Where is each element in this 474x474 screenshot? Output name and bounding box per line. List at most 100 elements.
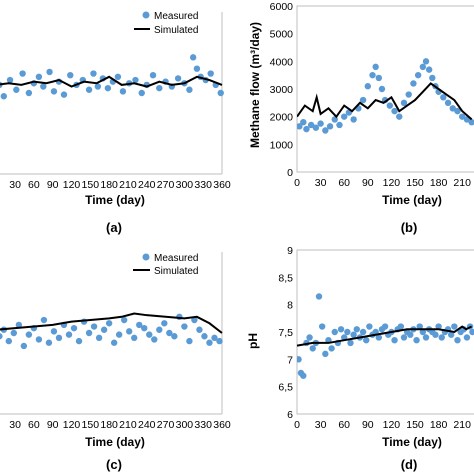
- panel-a-measured-point: [35, 73, 43, 81]
- panel-b-y-tick-label: 1000: [270, 139, 294, 151]
- panel-c-legend-measured-label: Measured: [154, 253, 198, 264]
- panel-d-plot-frame: [296, 249, 474, 415]
- panel-b-y-tick-label: 3000: [270, 84, 294, 96]
- panel-b-measured-point: [322, 127, 329, 134]
- panel-d-y-tick-label: 7,5: [278, 327, 293, 339]
- panel-a: Time (day) (a) Measured Simulated 030609…: [0, 11, 231, 235]
- panel-c-measured-point: [201, 333, 208, 340]
- panel-a-x-tick-label: 60: [28, 179, 40, 191]
- panel-b-measured-point: [391, 107, 398, 115]
- panel-a-xlabel: Time (day): [85, 193, 145, 207]
- panel-b-measured-point: [396, 113, 403, 120]
- panel-c-x-tick-label: 60: [28, 419, 40, 431]
- panel-b-measured-point: [312, 124, 320, 131]
- panel-c-x-tick-label: 360: [213, 419, 231, 431]
- panel-d: pH Time (day) (d) 0 30 60 90 120 150 180 210 6 6,…: [246, 245, 474, 472]
- panel-b-measured-point: [386, 102, 394, 109]
- panel-a-legend-simulated-label: Simulated: [154, 25, 198, 36]
- panel-b-measured-point: [419, 63, 427, 71]
- panel-b-x-tick-label: 0: [294, 177, 300, 189]
- panel-b-x-tick-label: 90: [362, 177, 374, 189]
- panel-b-measured-point: [372, 63, 379, 71]
- panel-b-measured-point: [405, 91, 412, 98]
- panel-b-simulated-line: [297, 82, 473, 121]
- panel-a-measured-point: [19, 70, 26, 77]
- panel-a-x-tick-label: 300: [176, 179, 194, 191]
- panel-c-measured-point: [115, 331, 123, 338]
- panel-a-measured-point: [40, 83, 47, 90]
- panel-a-measured-point: [149, 71, 157, 79]
- panel-b-measured-point: [300, 119, 307, 126]
- panel-a-measured-point: [46, 68, 53, 76]
- panel-d-x-tick-label: 120: [383, 419, 401, 431]
- panel-d-measured-point: [375, 334, 383, 341]
- panel-c-measured-point: [161, 320, 168, 327]
- panel-b-measured-point: [422, 58, 430, 65]
- panel-d-xlabel: Time (day): [382, 435, 442, 449]
- panel-d-x-tick-label: 210: [453, 419, 471, 431]
- panel-c-simulated-line: [0, 312, 223, 334]
- panel-a-measured-point: [6, 76, 14, 84]
- panel-c-measured-point: [126, 328, 133, 335]
- panel-c-measured-point: [25, 331, 33, 338]
- panel-d-measured-point: [300, 372, 307, 379]
- panel-b-measured-point: [350, 116, 357, 123]
- panel-c-measured-point: [5, 337, 13, 345]
- panel-a-measured-point: [0, 93, 7, 100]
- panel-d-measured-point: [297, 356, 302, 363]
- panel-c-measured-point: [15, 321, 23, 329]
- panel-d-measured-point: [451, 323, 458, 330]
- panel-c-measured-point: [151, 336, 158, 343]
- panel-d-y-tick-label: 8,5: [278, 272, 293, 284]
- panel-d-simulated-line: [297, 325, 473, 347]
- panel-d-measured-point: [447, 331, 455, 338]
- panel-c-measured-point: [166, 329, 173, 337]
- panel-c-x-tick-label: 300: [176, 419, 194, 431]
- panel-d-x-tick-label: 90: [362, 419, 374, 431]
- panel-d-measured-point: [438, 334, 445, 341]
- panel-b-y-tick-label: 5000: [270, 29, 294, 41]
- panel-d-ylabel: pH: [246, 333, 260, 349]
- panel-d-measured-point: [391, 337, 398, 344]
- panel-a-measured-point: [94, 83, 102, 90]
- panel-d-measured-point: [413, 337, 420, 344]
- panel-c-measured-point: [171, 333, 178, 340]
- panel-d-measured-point: [322, 350, 329, 358]
- panel-b-x-tick-label: 60: [338, 177, 350, 189]
- panel-a-measured-point: [174, 75, 182, 82]
- panel-d-x-tick-label: 150: [406, 419, 424, 431]
- panel-c-measured-point: [20, 342, 28, 350]
- panel-b-measured-point: [359, 96, 367, 104]
- panel-d-label: (d): [401, 457, 418, 472]
- panel-b-plot-frame: [296, 5, 474, 173]
- panel-b-x-tick-label: 120: [383, 177, 401, 189]
- panel-b-measured-point: [468, 119, 474, 126]
- panel-d-measured-point: [454, 337, 461, 344]
- panel-b-x-tick-label: 210: [453, 177, 471, 189]
- panel-b-measured-point: [440, 94, 447, 101]
- panel-d-measured-point: [315, 293, 323, 300]
- panel-c-measured-point: [10, 329, 18, 337]
- panel-a-x-tick-label: 240: [138, 179, 156, 191]
- panel-c-measured-point: [40, 316, 48, 324]
- panel-c-x-tick-label: 270: [157, 419, 175, 431]
- panel-d-measured-point: [366, 323, 373, 330]
- panel-c-measured-point: [100, 326, 108, 333]
- panel-d-y-tick-label: 6,5: [278, 382, 293, 394]
- panel-c-x-tick-label: 330: [194, 419, 212, 431]
- panel-c-legend: Measured Simulated: [133, 253, 198, 277]
- panel-d-x-tick-label: 180: [430, 419, 448, 431]
- panel-a-measured-point: [90, 70, 97, 77]
- panel-d-measured-point: [407, 331, 414, 338]
- panel-c-measured-point: [146, 331, 153, 338]
- panel-d-measured-point: [350, 331, 357, 338]
- panel-c-measured-point: [156, 326, 163, 333]
- panel-c-measured-point: [211, 334, 218, 342]
- panel-d-y-tick-label: 9: [287, 245, 293, 257]
- panel-a-plot: 0306090120150180210240270300330360: [0, 12, 231, 191]
- panel-b-measured-point: [326, 123, 334, 130]
- panel-c-legend-simulated-label: Simulated: [154, 266, 198, 277]
- panel-b-x-tick-label: 30: [315, 177, 327, 189]
- panel-a-label: (a): [106, 220, 122, 235]
